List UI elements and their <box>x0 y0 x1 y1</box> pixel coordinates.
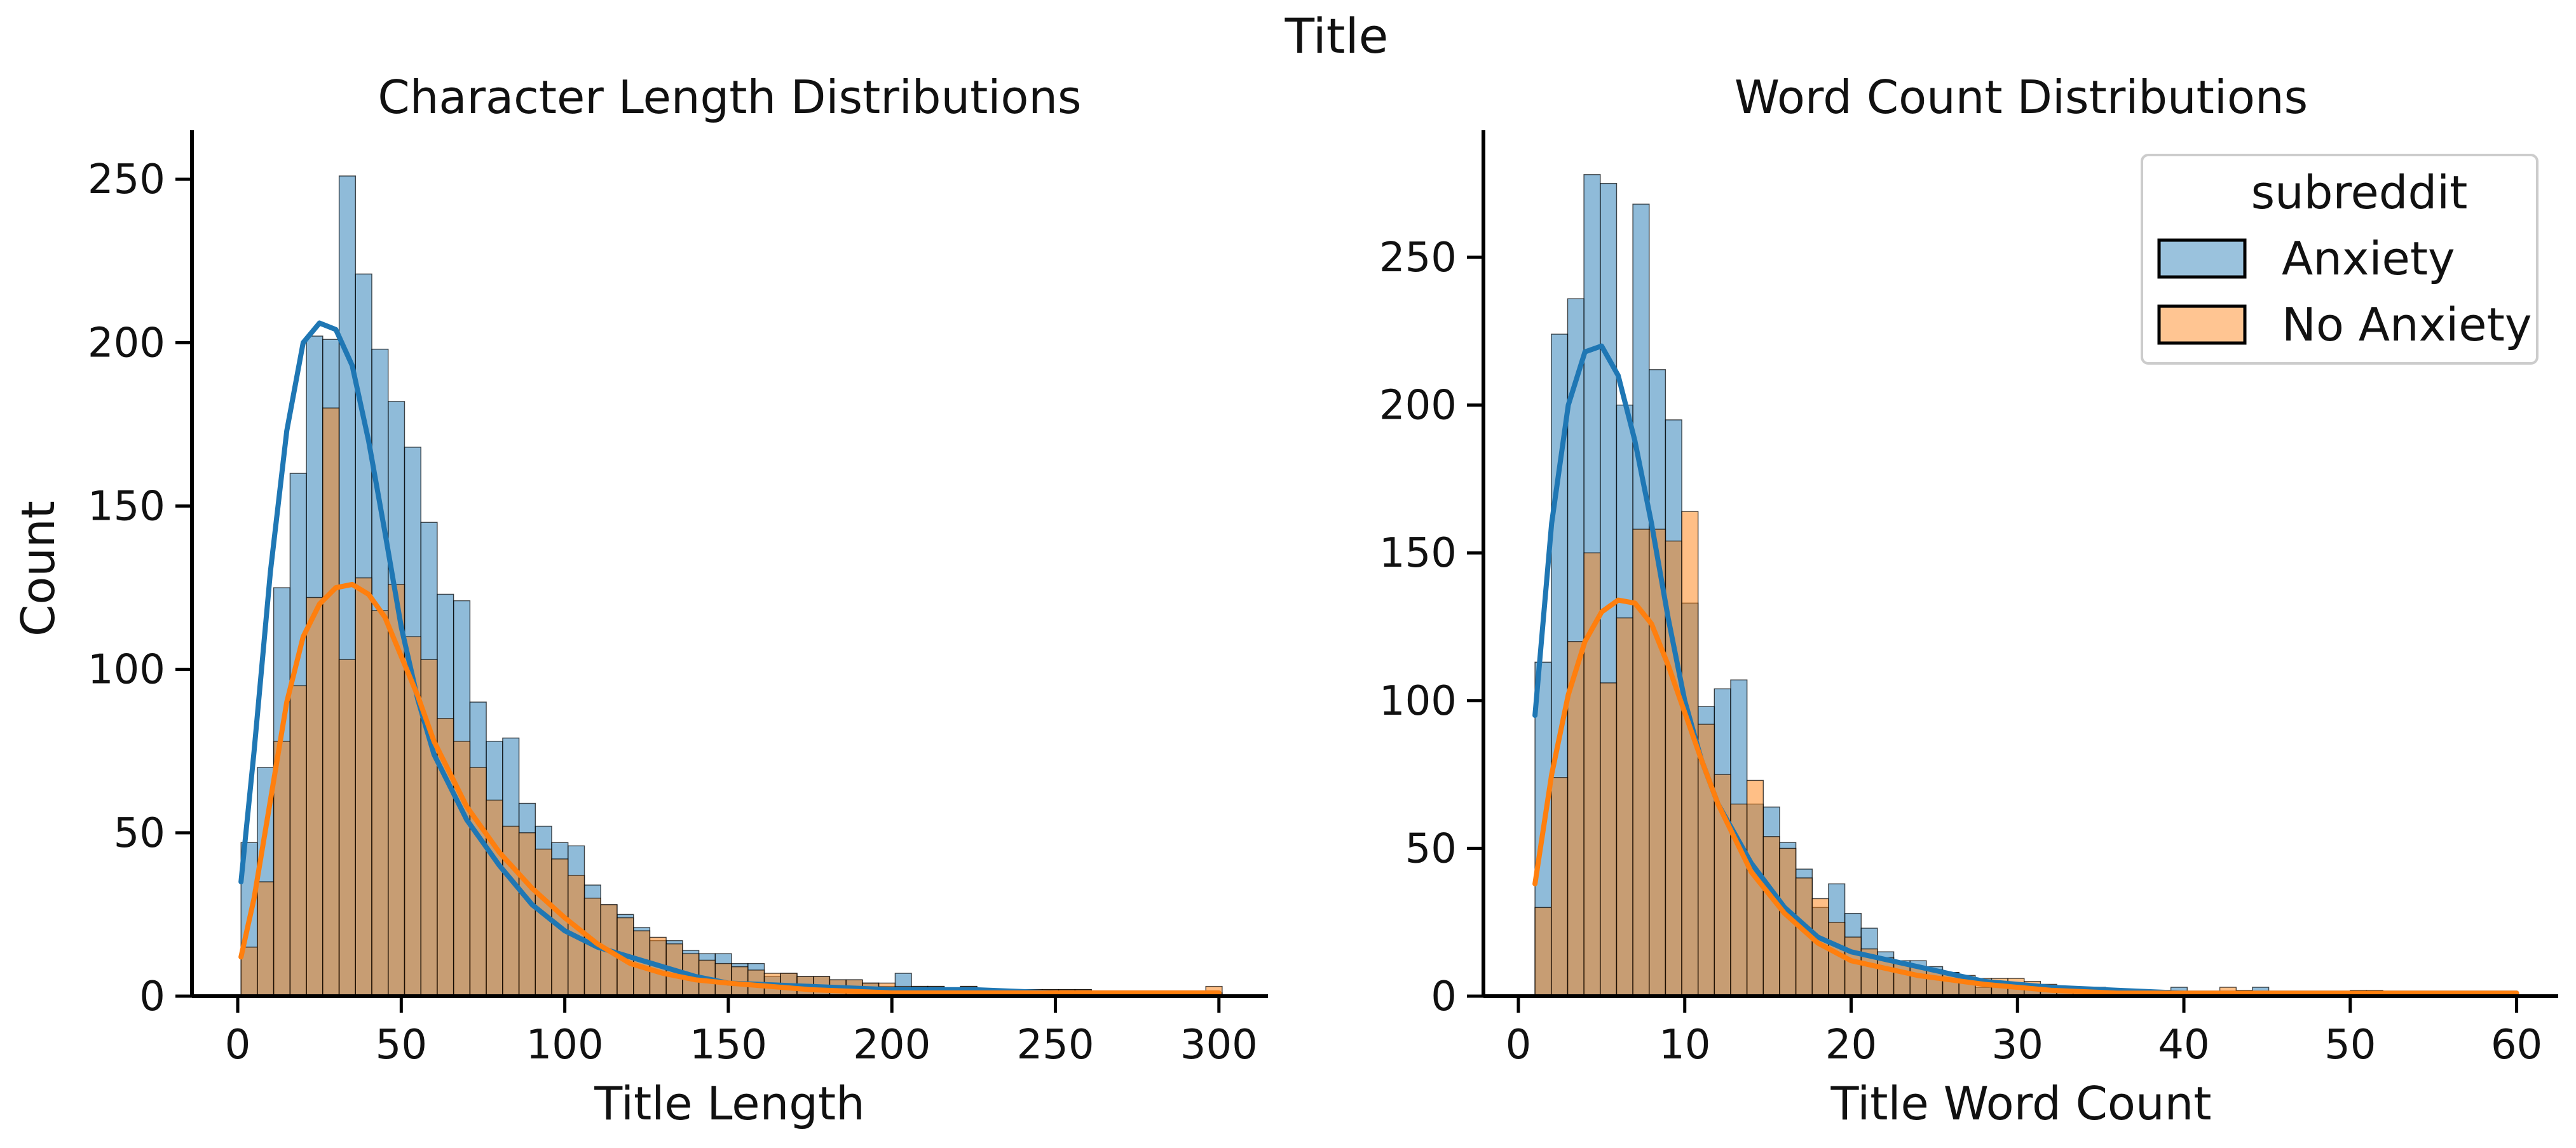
x-tick-label: 20 <box>1825 1022 1877 1069</box>
y-tick-label: 50 <box>1405 825 1457 872</box>
x-tick-label: 0 <box>1506 1022 1532 1069</box>
y-tick-label: 150 <box>88 483 165 530</box>
bar-no-anxiety-17 <box>518 832 536 997</box>
histogram-bars <box>240 175 1223 997</box>
bar-no-anxiety-19 <box>1844 936 1862 997</box>
bar-no-anxiety-7 <box>355 577 372 997</box>
bar-no-anxiety-10 <box>404 636 421 997</box>
legend-swatch-anxiety <box>2157 238 2247 279</box>
bar-no-anxiety-8 <box>371 610 389 997</box>
kde-curve-no-anxiety <box>238 581 1222 996</box>
bar-no-anxiety-4 <box>1600 682 1618 997</box>
y-tick-label: 250 <box>88 156 165 203</box>
x-tick-label: 60 <box>2491 1022 2542 1069</box>
bar-no-anxiety-6 <box>1632 529 1650 997</box>
x-tick-label: 50 <box>376 1022 427 1069</box>
x-tick-label: 300 <box>1180 1022 1258 1069</box>
x-tick-label: 30 <box>1992 1022 2043 1069</box>
bar-no-anxiety-18 <box>535 848 552 997</box>
y-tick-label: 200 <box>88 320 165 367</box>
bar-no-anxiety-9 <box>1681 511 1699 997</box>
y-tick-label: 100 <box>88 647 165 694</box>
bar-no-anxiety-23 <box>1909 966 1927 997</box>
x-tick-label: 50 <box>2324 1022 2376 1069</box>
x-tick-label: 10 <box>1659 1022 1710 1069</box>
y-tick-label: 250 <box>1379 234 1457 281</box>
bar-no-anxiety-18 <box>1828 921 1846 997</box>
kde-curves <box>238 320 1222 996</box>
y-tick-label: 150 <box>1379 530 1457 577</box>
bar-no-anxiety-10 <box>1697 724 1715 997</box>
bar-no-anxiety-6 <box>338 659 356 997</box>
y-tick-label: 0 <box>139 973 165 1020</box>
bar-no-anxiety-21 <box>1877 957 1895 997</box>
legend-swatch-no-anxiety <box>2157 304 2247 345</box>
legend-label-no-anxiety: No Anxiety <box>2282 298 2532 351</box>
histogram-bars <box>1534 174 2498 997</box>
bar-no-anxiety-5 <box>322 407 340 997</box>
legend-frame <box>2141 154 2539 365</box>
bar-no-anxiety-3 <box>289 685 307 997</box>
kde-curves <box>1532 343 2519 996</box>
x-tick-label: 250 <box>1016 1022 1094 1069</box>
panel-title-character-length: Character Length Distributions <box>378 71 1081 124</box>
y-tick-label: 0 <box>1431 973 1457 1020</box>
bar-no-anxiety-13 <box>1746 780 1764 997</box>
bar-no-anxiety-15 <box>486 799 503 997</box>
x-tick-label: 150 <box>690 1022 767 1069</box>
kde-curve-anxiety <box>238 320 1222 996</box>
bar-no-anxiety-1 <box>1551 777 1569 997</box>
y-axis-label-count: Count <box>11 501 65 637</box>
legend-label-anxiety: Anxiety <box>2282 232 2455 285</box>
x-tick-label: 100 <box>526 1022 604 1069</box>
axes: 0 50 100 150 200 250 300 0 50 100 150 200 250 <box>88 130 1268 1069</box>
bar-no-anxiety-0 <box>1534 907 1552 997</box>
word-count-panel: Word Count Distributions Title Word Coun… <box>1379 71 2558 1130</box>
bar-no-anxiety-16 <box>502 825 520 997</box>
figure-suptitle: Title <box>1285 8 1389 64</box>
x-tick-label: 40 <box>2158 1022 2209 1069</box>
x-tick-label: 0 <box>225 1022 251 1069</box>
x-tick-label: 200 <box>853 1022 930 1069</box>
legend: subreddit Anxiety No Anxiety <box>2141 154 2539 365</box>
panel-title-word-count: Word Count Distributions <box>1734 71 2308 124</box>
y-tick-label: 200 <box>1379 382 1457 429</box>
character-length-panel: Character Length Distributions Title Len… <box>11 71 1268 1130</box>
bar-no-anxiety-14 <box>1762 836 1780 997</box>
y-tick-label: 100 <box>1379 678 1457 725</box>
x-axis-label-title-length: Title Length <box>594 1077 865 1130</box>
axes: 0 10 20 30 40 50 60 0 50 100 150 200 250 <box>1379 130 2558 1069</box>
legend-title: subreddit <box>2251 166 2468 219</box>
y-tick-label: 50 <box>114 810 165 857</box>
kde-curve-no-anxiety <box>1532 597 2519 996</box>
bar-no-anxiety-1 <box>257 881 275 997</box>
bar-no-anxiety-7 <box>1648 529 1666 997</box>
bar-no-anxiety-2 <box>273 741 291 997</box>
bar-no-anxiety-14 <box>469 767 487 997</box>
bar-no-anxiety-13 <box>453 741 471 997</box>
bar-no-anxiety-4 <box>306 597 324 997</box>
x-axis-label-title-word-count: Title Word Count <box>1830 1077 2212 1130</box>
bar-no-anxiety-5 <box>1616 617 1633 997</box>
